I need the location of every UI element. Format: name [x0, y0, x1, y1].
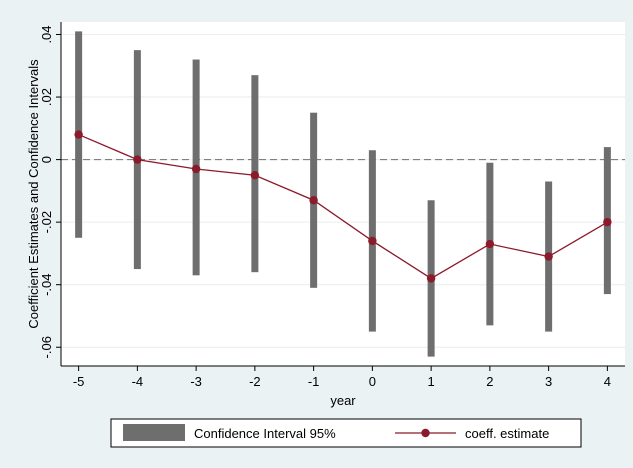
estimate-point — [368, 236, 377, 246]
y-tick-label: -.06 — [39, 336, 54, 358]
x-axis-label: year — [330, 393, 356, 408]
estimate-point — [485, 239, 495, 249]
x-tick-label: 1 — [428, 374, 435, 389]
x-tick-label: 0 — [369, 374, 376, 389]
estimate-point — [133, 155, 142, 164]
legend-line-label: coeff. estimate — [465, 426, 549, 441]
estimate-point — [544, 252, 553, 261]
x-tick-label: -3 — [190, 374, 202, 389]
y-axis-label: Coefficient Estimates and Confidence Int… — [26, 59, 41, 329]
axis-layer: .04 .02 0 -.02 -.04 -.06 -5 -4 -3 -2 -1 0 1 2 3 4 — [39, 22, 625, 389]
legend-marker-swatch — [421, 428, 430, 438]
x-tick-label: 3 — [545, 374, 552, 389]
plot-area — [61, 22, 625, 366]
x-tick-label: -4 — [132, 374, 144, 389]
estimate-point — [309, 196, 318, 205]
y-tick-label: 0 — [39, 156, 54, 163]
x-tick-label: 2 — [486, 374, 493, 389]
estimate-point — [74, 130, 83, 139]
y-tick-label: .02 — [39, 88, 54, 106]
estimate-point — [191, 164, 201, 174]
x-tick-label: -1 — [308, 374, 320, 389]
estimate-line — [78, 133, 608, 280]
legend-box — [110, 418, 582, 448]
y-tick-label: .04 — [39, 25, 54, 43]
x-tick-label: 4 — [604, 374, 611, 389]
estimate-point — [250, 171, 260, 180]
x-tick-label: -2 — [249, 374, 261, 389]
estimate-point — [426, 274, 436, 283]
x-tick-label: -5 — [73, 374, 85, 389]
legend-ci-label: Confidence Interval 95% — [194, 426, 336, 441]
legend: Confidence Interval 95% coeff. estimate — [110, 418, 582, 448]
estimate-point — [603, 217, 612, 227]
estimate-line-layer — [74, 130, 612, 283]
legend-ci-swatch — [123, 424, 185, 441]
y-tick-label: -.02 — [39, 211, 54, 233]
y-tick-label: -.04 — [39, 273, 54, 295]
